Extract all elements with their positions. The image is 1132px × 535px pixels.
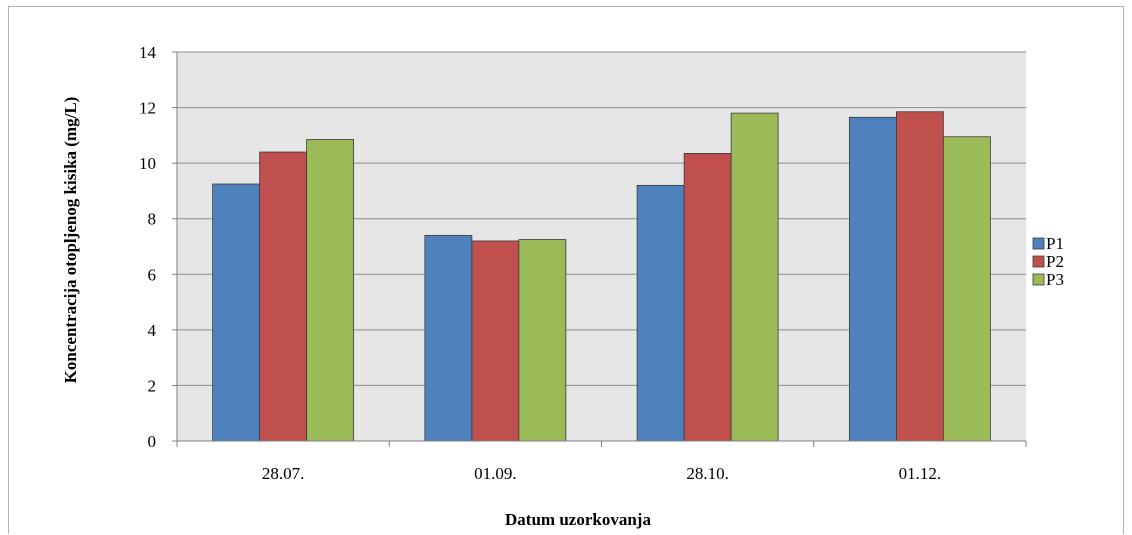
legend-label-p3: P3 [1046, 270, 1064, 289]
bar-p1-3 [848, 116, 897, 442]
legend-label-p2: P2 [1046, 252, 1064, 271]
y-tick-label: 0 [148, 432, 157, 451]
x-tick-label: 01.12. [899, 464, 942, 483]
chart-frame [8, 6, 1124, 534]
y-tick-label: 2 [148, 376, 157, 395]
bar-p1-0 [212, 183, 261, 442]
bars [212, 111, 991, 442]
y-tick-label: 6 [148, 265, 157, 284]
bar-p3-0 [306, 139, 355, 442]
y-tick-label: 4 [148, 321, 157, 340]
x-axis-title: Datum uzorkovanja [505, 510, 651, 529]
bar-p2-1 [471, 240, 520, 442]
bar-p3-2 [730, 112, 779, 442]
x-tick-label: 01.09. [474, 464, 517, 483]
legend-swatch-p1 [1032, 237, 1045, 250]
legend-label-p1: P1 [1046, 234, 1064, 253]
legend-swatch-p2 [1032, 255, 1045, 268]
x-tick-label: 28.07. [262, 464, 305, 483]
x-tick-label: 28.10. [686, 464, 729, 483]
y-axis-ticks: 0 2 4 6 8 10 12 14 [139, 43, 177, 451]
x-axis-ticks: 28.07. 01.09. 28.10. 01.12. [176, 441, 1027, 483]
bar-p2-2 [683, 153, 732, 442]
y-tick-label: 12 [139, 99, 156, 118]
bar-p3-1 [518, 239, 567, 442]
y-tick-label: 10 [139, 154, 156, 173]
y-tick-label: 14 [139, 43, 157, 62]
bar-p2-3 [895, 111, 944, 442]
bar-p2-0 [259, 151, 308, 442]
bar-p1-2 [636, 184, 685, 442]
legend-swatch-p3 [1032, 273, 1045, 286]
bar-p1-1 [424, 234, 473, 442]
y-axis-title: Koncentracija otopljenog kisika (mg/L) [61, 97, 80, 384]
y-tick-label: 8 [148, 210, 157, 229]
bar-p3-3 [942, 136, 991, 442]
